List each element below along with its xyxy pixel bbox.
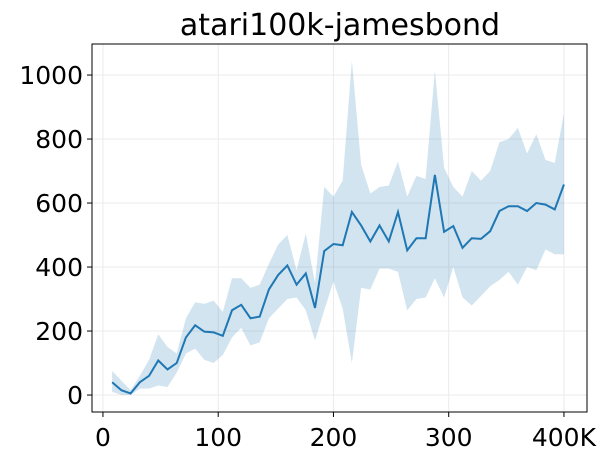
y-tick-label: 1000	[19, 61, 83, 90]
chart-title: atari100k-jamesbond	[180, 8, 500, 43]
x-tick-label: 100	[194, 423, 242, 452]
y-tick-label: 400	[35, 253, 83, 282]
y-tick-label: 600	[35, 189, 83, 218]
x-tick-label: 300	[425, 423, 473, 452]
y-tick-label: 200	[35, 317, 83, 346]
line	[111, 174, 565, 395]
plot-frame	[91, 43, 588, 413]
x-tick-label: 400K	[532, 423, 597, 452]
y-tick-label: 0	[67, 381, 83, 410]
x-tick-label: 200	[310, 423, 358, 452]
x-tick-label: 0	[95, 423, 111, 452]
band	[112, 60, 564, 396]
y-tick-label: 800	[35, 125, 83, 154]
